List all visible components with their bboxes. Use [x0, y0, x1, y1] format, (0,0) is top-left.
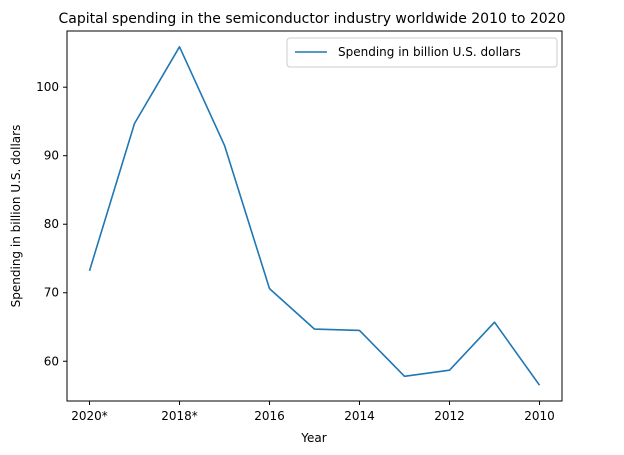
y-axis: 60 70 80 90 100 [36, 80, 67, 368]
series-line [88, 45, 541, 386]
legend-label: Spending in billion U.S. dollars [338, 45, 521, 59]
x-axis: 2020* 2018* 2016 2014 2012 2010 [71, 401, 555, 423]
x-axis-label: Year [300, 431, 326, 445]
y-axis-label: Spending in billion U.S. dollars [9, 125, 23, 308]
y-tick-label: 60 [44, 354, 59, 368]
plot-frame [66, 30, 563, 402]
x-tick-label: 2018* [161, 409, 198, 423]
x-tick-label: 2014 [344, 409, 375, 423]
y-tick-label: 80 [44, 217, 59, 231]
x-tick-label: 2010 [524, 409, 555, 423]
x-tick-label: 2016 [254, 409, 285, 423]
x-tick-label: 2020* [71, 409, 108, 423]
legend-box [286, 37, 558, 68]
y-tick-label: 70 [44, 286, 59, 300]
x-tick-label: 2012 [434, 409, 465, 423]
y-tick-label: 100 [36, 80, 59, 94]
chart-title: Capital spending in the semiconductor in… [59, 11, 566, 27]
legend: Spending in billion U.S. dollars [286, 37, 558, 68]
y-tick-label: 90 [44, 149, 59, 163]
